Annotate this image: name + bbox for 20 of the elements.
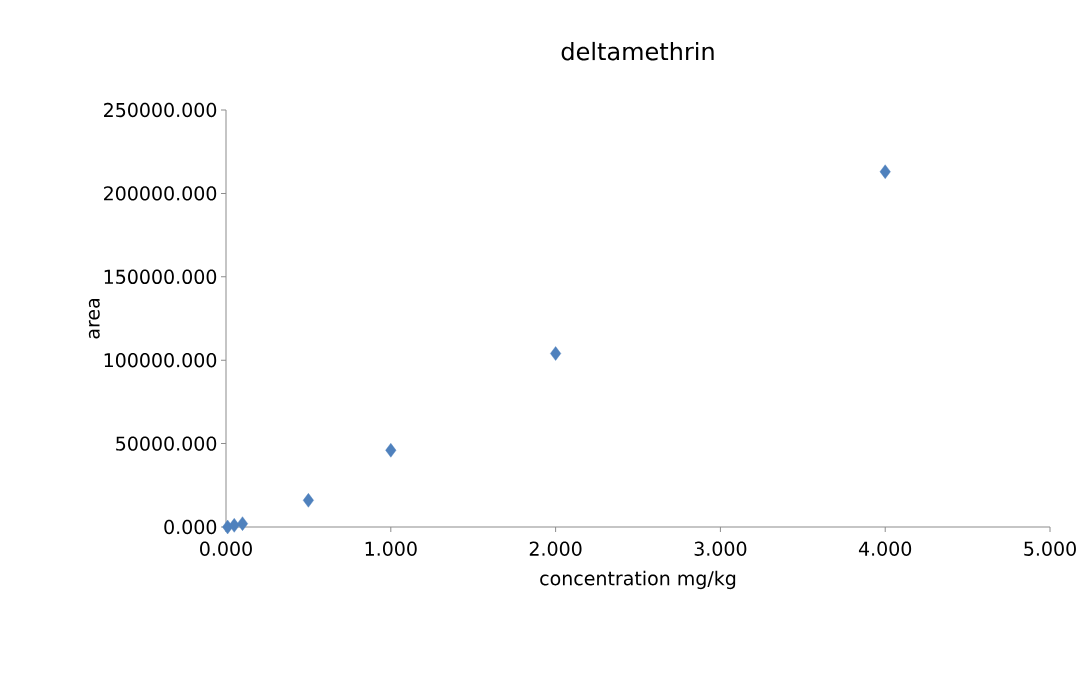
- x-tick-label: 0.000: [200, 541, 252, 556]
- x-tick-label: 2.000: [529, 541, 582, 556]
- point: [879, 164, 891, 179]
- x-tick-label: 3.000: [694, 541, 747, 556]
- y-tick-label: 0.000: [164, 519, 217, 535]
- x-tick-label: 4.000: [858, 541, 912, 556]
- y-tick-label: 250000.000: [104, 102, 217, 118]
- x-tick-label: 1.000: [365, 541, 417, 556]
- chart-title: deltamethrin: [561, 41, 714, 61]
- point: [237, 516, 248, 531]
- y-axis-title: area: [88, 299, 100, 339]
- y-tick-label: 100000.000: [104, 353, 217, 368]
- y-tick-label: 200000.000: [104, 186, 217, 201]
- y-tick-label: 50000.000: [116, 436, 217, 451]
- point: [550, 346, 562, 361]
- x-tick-label: 5.000: [1024, 541, 1076, 556]
- point: [385, 443, 397, 458]
- point: [302, 493, 314, 508]
- y-tick-label: 150000.000: [104, 269, 217, 284]
- x-axis-title: concentration mg/kg: [540, 570, 736, 590]
